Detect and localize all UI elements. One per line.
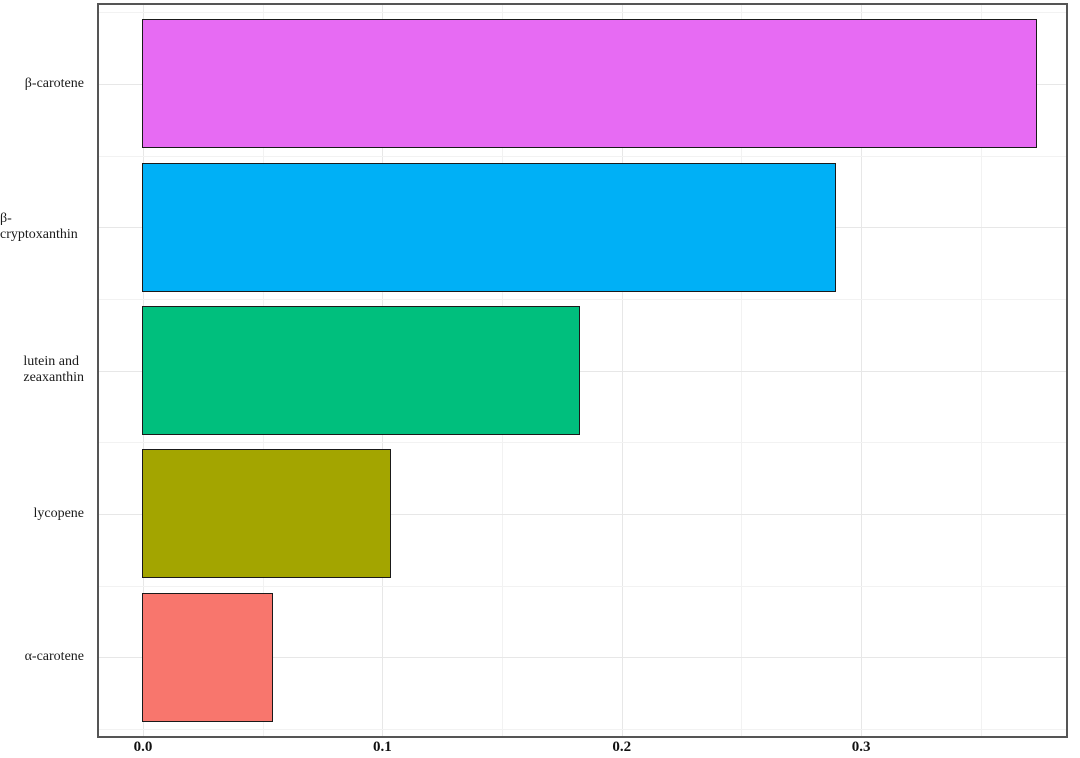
y-tick-label-text: lycopene <box>33 505 84 521</box>
x-tick-label: 0.0 <box>133 739 153 755</box>
y-minor-gridline <box>99 442 1066 444</box>
y-tick-label: lutein and zeaxanthin <box>0 299 84 442</box>
bar-1 <box>142 162 836 292</box>
y-major-gridline <box>99 513 1066 515</box>
y-minor-gridline <box>99 155 1066 157</box>
x-tick-label: 0.2 <box>612 739 632 755</box>
y-tick-label-text: β-cryptoxanthin <box>0 210 78 243</box>
y-minor-gridline <box>99 585 1066 587</box>
y-tick-label-text: lutein and zeaxanthin <box>23 353 84 386</box>
bar-3 <box>142 449 391 579</box>
x-tick-label: 0.3 <box>851 739 871 755</box>
y-major-gridline <box>99 370 1066 372</box>
bar-2 <box>142 306 580 435</box>
y-tick-label: lycopene <box>0 442 84 585</box>
y-minor-gridline <box>99 298 1066 300</box>
plot-panel <box>97 3 1068 738</box>
bar-0 <box>142 19 1037 149</box>
y-tick-label: β-carotene <box>0 12 84 155</box>
y-tick-label: β-cryptoxanthin <box>0 156 84 299</box>
y-minor-gridline <box>99 12 1066 14</box>
y-tick-label-text: β-carotene <box>24 75 84 91</box>
y-minor-gridline <box>99 728 1066 730</box>
bar-4 <box>142 592 274 722</box>
x-tick-label: 0.1 <box>373 739 392 755</box>
y-tick-label: α-carotene <box>0 586 84 729</box>
y-tick-label-text: α-carotene <box>24 648 84 664</box>
y-major-gridline <box>99 657 1066 659</box>
